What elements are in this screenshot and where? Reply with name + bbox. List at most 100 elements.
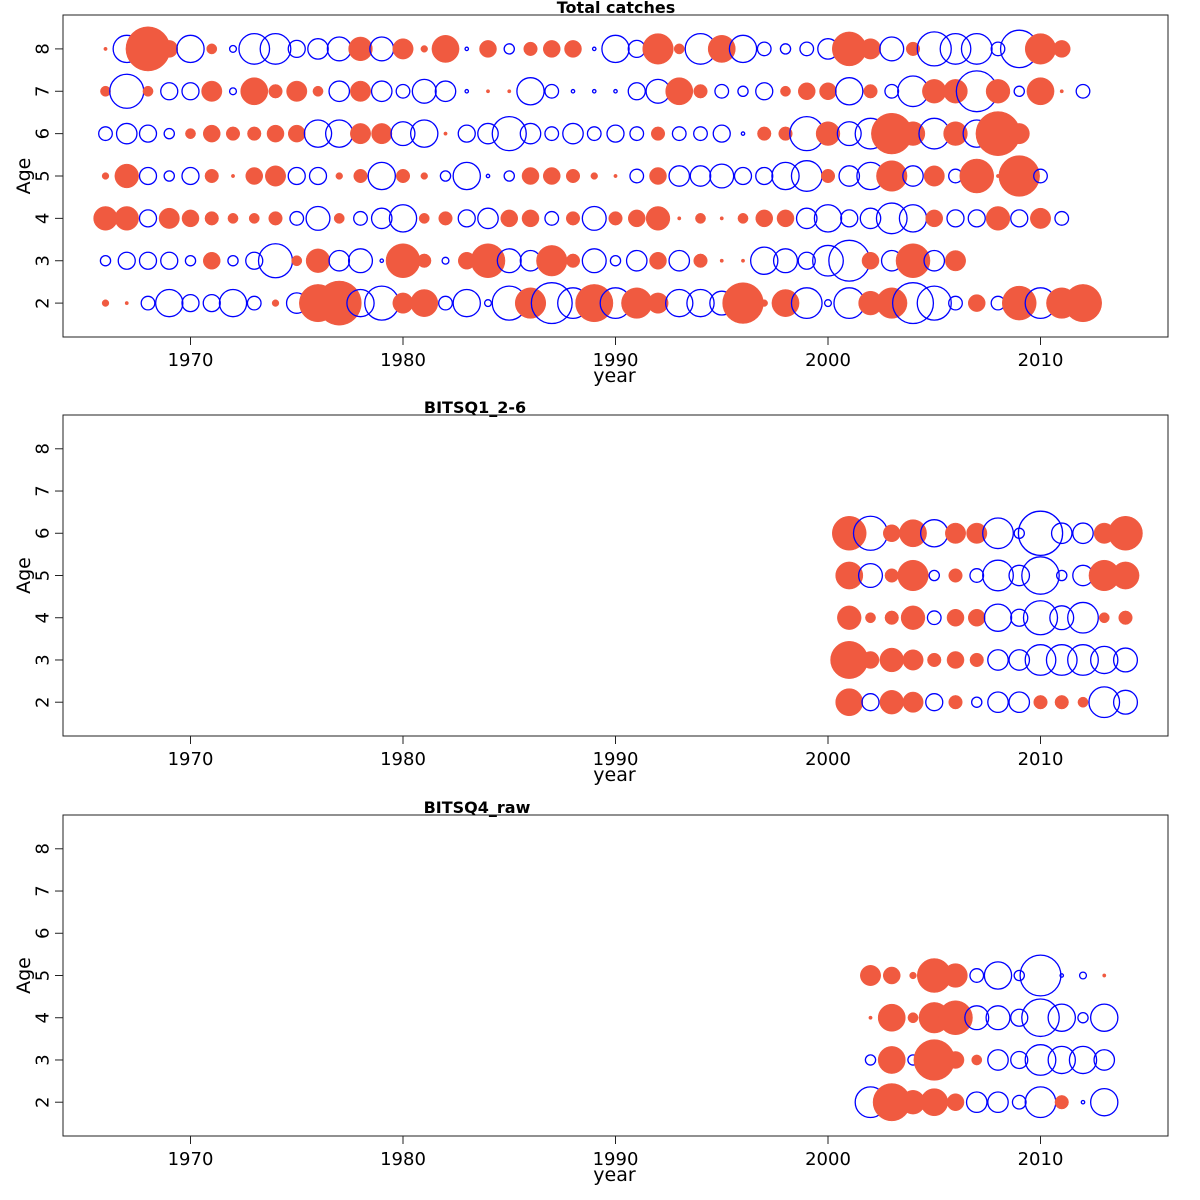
- x-tick-label: 1980: [380, 1149, 426, 1170]
- bubble-positive: [879, 690, 904, 715]
- bubble-negative: [496, 248, 522, 274]
- y-tick-label: 5: [33, 170, 54, 181]
- bubble-positive: [312, 85, 324, 97]
- bubble-negative: [693, 126, 708, 142]
- bubble-negative: [138, 251, 158, 270]
- bubble-positive: [231, 174, 235, 178]
- bubble-positive: [479, 40, 497, 58]
- bubble-negative: [916, 31, 952, 67]
- bubble-negative: [388, 204, 418, 233]
- bubble-negative: [516, 77, 545, 106]
- bubble-positive: [443, 131, 448, 136]
- bubble-positive: [564, 40, 582, 58]
- bubble-negative: [326, 36, 352, 62]
- bubble-positive: [755, 209, 773, 228]
- bubble-negative: [591, 46, 597, 52]
- bubble-positive: [649, 251, 667, 270]
- bubble-positive: [876, 160, 908, 192]
- bubble-positive: [240, 77, 269, 106]
- bubble-negative: [184, 254, 197, 267]
- bubble-positive: [114, 163, 139, 189]
- y-tick-label: 6: [33, 528, 54, 539]
- bubble-negative: [795, 207, 818, 230]
- bubble-negative: [163, 127, 175, 140]
- bubble-positive: [286, 80, 308, 102]
- bubble-positive: [673, 43, 685, 55]
- bubble-positive: [642, 33, 674, 65]
- bubble-negative: [926, 610, 942, 626]
- bubble-negative: [370, 80, 393, 103]
- bubble-positive: [902, 691, 924, 713]
- bubble-positive: [371, 123, 393, 145]
- bubble-negative: [347, 248, 374, 274]
- bubble-positive: [1053, 40, 1071, 58]
- bubble-positive: [248, 213, 260, 224]
- bubble-positive: [201, 80, 223, 102]
- bubble-negative: [1045, 644, 1078, 676]
- bubble-positive: [333, 213, 345, 224]
- bubble-positive: [227, 213, 239, 224]
- bubble-negative: [969, 568, 985, 583]
- bubble-negative: [503, 43, 515, 55]
- bubble-negative: [287, 166, 306, 186]
- bubble-positive: [907, 1012, 919, 1024]
- bubble-positive: [905, 41, 921, 56]
- bubble-negative: [629, 168, 645, 184]
- y-tick-label: 7: [33, 86, 54, 97]
- bubble-positive: [158, 207, 180, 229]
- bubble-negative: [1067, 644, 1099, 676]
- bubble-negative: [1050, 522, 1073, 545]
- y-tick-label: 5: [33, 970, 54, 981]
- bubble-positive: [521, 167, 540, 185]
- bubble-negative: [969, 968, 985, 983]
- bubble-positive: [438, 211, 453, 226]
- bubble-negative: [1072, 522, 1094, 545]
- bubble-positive: [865, 612, 876, 624]
- bubble-positive: [507, 89, 512, 94]
- bubble-negative: [601, 34, 630, 64]
- bubble-negative: [1059, 973, 1065, 978]
- bubble-negative: [259, 32, 292, 65]
- y-tick-label: 5: [33, 570, 54, 581]
- bubble-positive: [737, 213, 749, 224]
- bubble-negative: [369, 36, 395, 62]
- bubble-negative: [928, 569, 941, 582]
- bubble-positive: [884, 610, 899, 625]
- bubble-negative: [438, 295, 453, 311]
- bubble-positive: [837, 605, 862, 630]
- bubble-positive: [693, 84, 708, 99]
- bubble-negative: [570, 88, 576, 94]
- x-tick-label: 2010: [1018, 1149, 1064, 1170]
- bubble-negative: [328, 80, 351, 103]
- x-tick-label: 2010: [1018, 350, 1064, 371]
- bubble-positive: [1108, 516, 1143, 551]
- bubble-negative: [1017, 510, 1064, 557]
- bubble-negative: [246, 295, 262, 311]
- bubble-negative: [790, 160, 823, 192]
- bubble-positive: [350, 123, 371, 145]
- bubble-positive: [902, 649, 924, 671]
- bubble-negative: [581, 205, 607, 231]
- bubble-negative: [109, 73, 145, 109]
- bubble-negative: [1008, 564, 1031, 587]
- bubble-negative: [1067, 601, 1099, 634]
- bubble-positive: [204, 211, 219, 226]
- bubble-negative: [328, 249, 351, 272]
- bubble-positive: [985, 206, 1011, 231]
- bubble-negative: [138, 124, 158, 143]
- bubble-negative: [452, 161, 481, 191]
- bubble-positive: [778, 126, 793, 141]
- bubble-positive: [1030, 207, 1051, 229]
- bubble-negative: [750, 246, 779, 275]
- bubble-negative: [307, 38, 329, 60]
- bubble-negative: [181, 82, 200, 101]
- x-tick-label: 2000: [805, 1149, 851, 1170]
- bubble-positive: [645, 206, 671, 231]
- bubble-positive: [959, 158, 994, 194]
- bubble-positive: [776, 209, 795, 228]
- panel-2: BITSQ1_2-6 1970 1980 1990 2000 2010 2 3 4 5 6 7 8 yea…: [13, 398, 1169, 786]
- bubble-negative: [181, 166, 200, 186]
- bubble-negative: [324, 119, 354, 148]
- bubble-negative: [477, 207, 499, 230]
- bubble-negative: [138, 166, 158, 186]
